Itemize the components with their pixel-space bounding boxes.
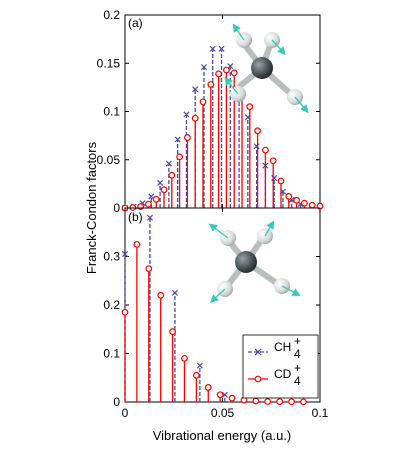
y-tick-label: 0.15: [97, 56, 121, 70]
cd4-marker: [199, 98, 207, 106]
legend-sub-ch4: 4: [294, 347, 301, 361]
y-axis-label: Franck-Condon factors: [84, 141, 99, 274]
cd4-marker: [288, 398, 295, 406]
y-tick-label: 0.1: [103, 347, 120, 361]
ch4-marker: [146, 214, 153, 221]
cd4-marker: [215, 70, 223, 78]
legend-entry-ch4: CH + 4: [248, 334, 301, 361]
cd4-marker: [168, 171, 176, 179]
cd4-marker: [308, 201, 316, 209]
cd4-marker: [230, 69, 238, 77]
molecule-ch4-icon: [224, 23, 309, 114]
ch4-marker: [183, 111, 190, 118]
panel-b-bars: [121, 214, 307, 406]
molecule-cd4-icon: [208, 220, 301, 303]
cd4-marker: [300, 398, 307, 406]
cd4-marker: [121, 308, 129, 316]
legend-sup-cd4: +: [294, 361, 301, 375]
cd4-marker: [204, 384, 212, 391]
cd4-marker: [181, 354, 188, 362]
cd4-marker: [207, 81, 215, 88]
cd4-marker: [160, 186, 168, 194]
cd4-marker: [133, 240, 141, 248]
x-tick-label: 0: [122, 406, 129, 420]
cd4-marker: [152, 195, 160, 203]
cd4-marker: [183, 134, 191, 141]
cd4-marker: [252, 397, 260, 405]
cd4-marker: [216, 391, 224, 399]
legend-box: [242, 334, 319, 399]
legend-sub-cd4: 4: [294, 374, 301, 388]
panel-b-y-ticks: 0 0.1 0.2 0.3: [103, 250, 320, 409]
y-tick-label: 0.3: [103, 250, 120, 264]
cd4-marker: [145, 265, 153, 273]
cd4-marker: [264, 398, 272, 405]
cd4-marker: [144, 200, 152, 208]
panel-b-label: (b): [128, 210, 143, 224]
ch4-marker: [218, 45, 225, 52]
ch4-marker: [221, 391, 228, 398]
panel-a-label: (a): [128, 16, 143, 30]
panel-a-y-ticks: 0 0.05 0.1 0.15 0.2: [97, 8, 321, 215]
y-tick-label: 0.2: [103, 8, 120, 22]
ch4-marker: [157, 179, 164, 186]
ch4-marker: [209, 45, 216, 52]
ch4-marker: [174, 136, 181, 143]
ch4-marker: [165, 160, 172, 167]
ch4-marker: [171, 289, 178, 296]
cd4-marker: [254, 127, 262, 135]
legend-label-cd4: CD: [274, 367, 292, 381]
cd4-marker: [191, 114, 199, 122]
cd4-marker: [262, 146, 269, 154]
y-tick-label: 0.05: [97, 153, 121, 167]
legend-label-ch4: CH: [274, 340, 291, 354]
cd4-marker: [301, 199, 308, 207]
cd4-marker: [246, 103, 254, 111]
cd4-marker: [222, 66, 230, 74]
cd4-marker: [293, 196, 301, 204]
ch4-marker: [196, 362, 203, 369]
ch4-marker: [253, 143, 260, 150]
cd4-marker: [157, 291, 165, 299]
cd4-marker: [137, 203, 145, 210]
x-axis-label: Vibrational energy (a.u.): [153, 428, 292, 443]
panel-a-bars: [121, 45, 324, 212]
cd4-marker: [285, 193, 293, 200]
legend: CH + 4 CD + 4: [242, 334, 319, 399]
cd4-marker: [228, 394, 236, 402]
panel-b: (b) 0 0.1 0.2 0.3 0 0.05 0.1: [103, 207, 329, 420]
panel-a-frame: [124, 14, 321, 209]
panel-a: (a) 0 0.05 0.1 0.15 0.2: [97, 8, 324, 215]
legend-sup-ch4: +: [294, 334, 301, 348]
legend-entry-cd4: CD + 4: [248, 361, 301, 388]
cd4-marker: [176, 153, 184, 161]
y-tick-label: 0: [113, 395, 120, 409]
ch4-marker: [271, 175, 278, 182]
ch4-marker: [200, 64, 207, 71]
y-tick-label: 0.1: [103, 105, 120, 119]
ch4-marker: [121, 251, 129, 258]
cd4-marker: [169, 328, 176, 336]
x-tick-label: 0.1: [312, 406, 329, 420]
ch4-marker: [192, 86, 199, 93]
y-tick-label: 0: [113, 201, 120, 215]
y-tick-label: 0.2: [103, 298, 120, 312]
x-tick-label: 0.05: [211, 406, 235, 420]
cd4-marker: [277, 177, 285, 185]
cd4-marker: [269, 157, 277, 165]
cd4-marker: [192, 371, 200, 379]
cd4-marker: [276, 398, 284, 406]
